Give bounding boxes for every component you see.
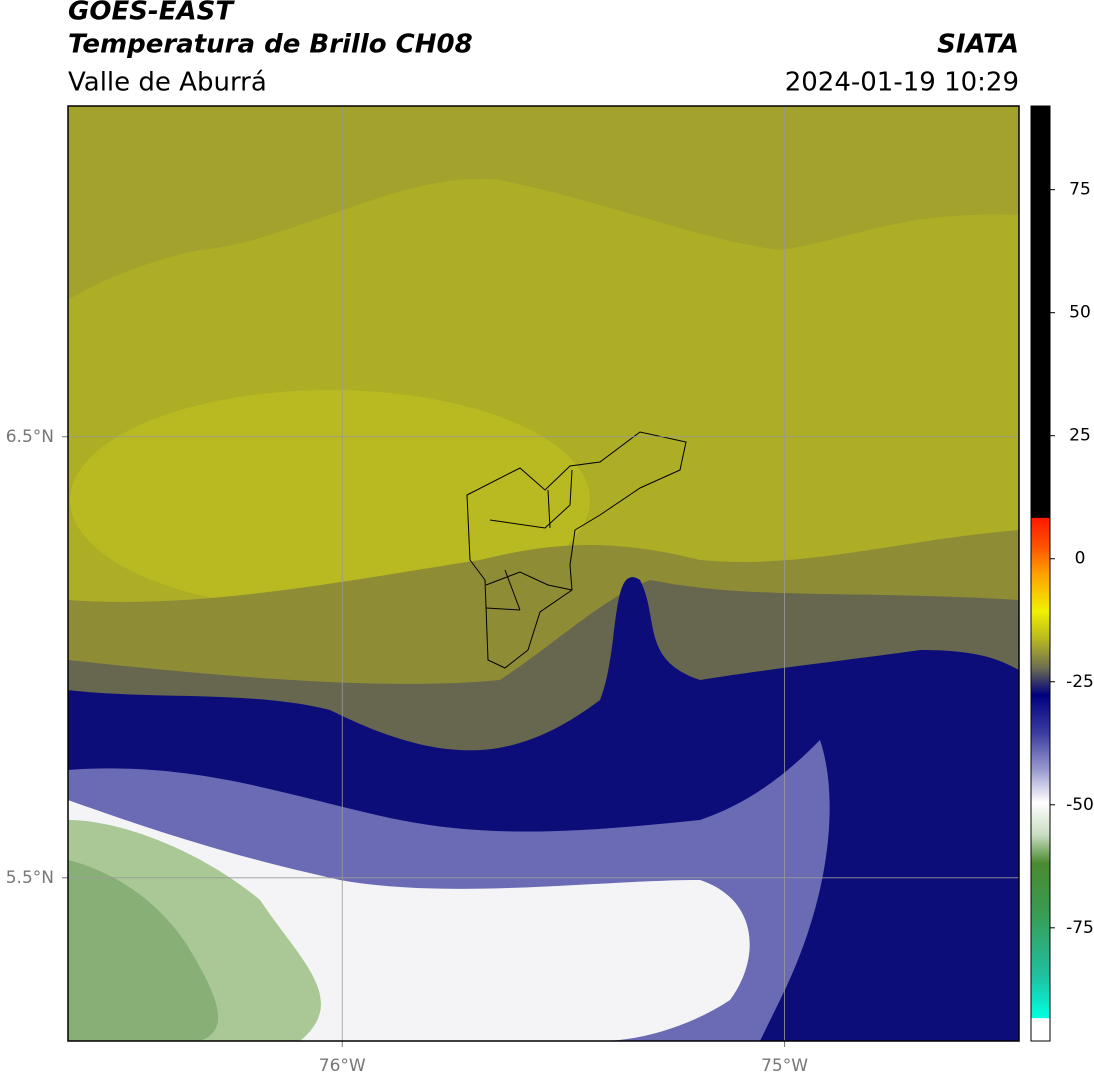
colorbar-tick-label: -25	[1066, 672, 1094, 692]
x-tick-label: 75°W	[761, 1056, 808, 1076]
satellite-image	[68, 106, 1019, 1041]
map-frame	[67, 105, 1020, 1042]
colorbar-tick-label: 75	[1069, 180, 1091, 200]
source: SIATA	[937, 30, 1019, 60]
graticule: 76°W 75°W 6.5°N 5.5°N	[6, 106, 1019, 1076]
colorbar-tick-label: 0	[1075, 549, 1086, 569]
title-line2: Temperatura de Brillo CH08	[68, 30, 473, 60]
colorbar-tick-label: -75	[1066, 918, 1094, 938]
colorbar-tick-label: -50	[1066, 795, 1094, 815]
colorbar-tick-label: 50	[1069, 303, 1091, 323]
subtitle: Valle de Aburrá	[68, 68, 267, 98]
y-tick-label: 5.5°N	[6, 868, 54, 888]
datetime: 2024-01-19 10:29	[785, 68, 1019, 98]
x-tick-label: 76°W	[319, 1056, 366, 1076]
title-line1: GOES-EAST	[68, 0, 235, 27]
colorbar	[1030, 105, 1051, 1042]
colorbar-axis: 75 50 25 0 -25 -50 -75	[1050, 180, 1094, 938]
y-tick-label: 6.5°N	[6, 427, 54, 447]
colorbar-tick-label: 25	[1069, 426, 1091, 446]
